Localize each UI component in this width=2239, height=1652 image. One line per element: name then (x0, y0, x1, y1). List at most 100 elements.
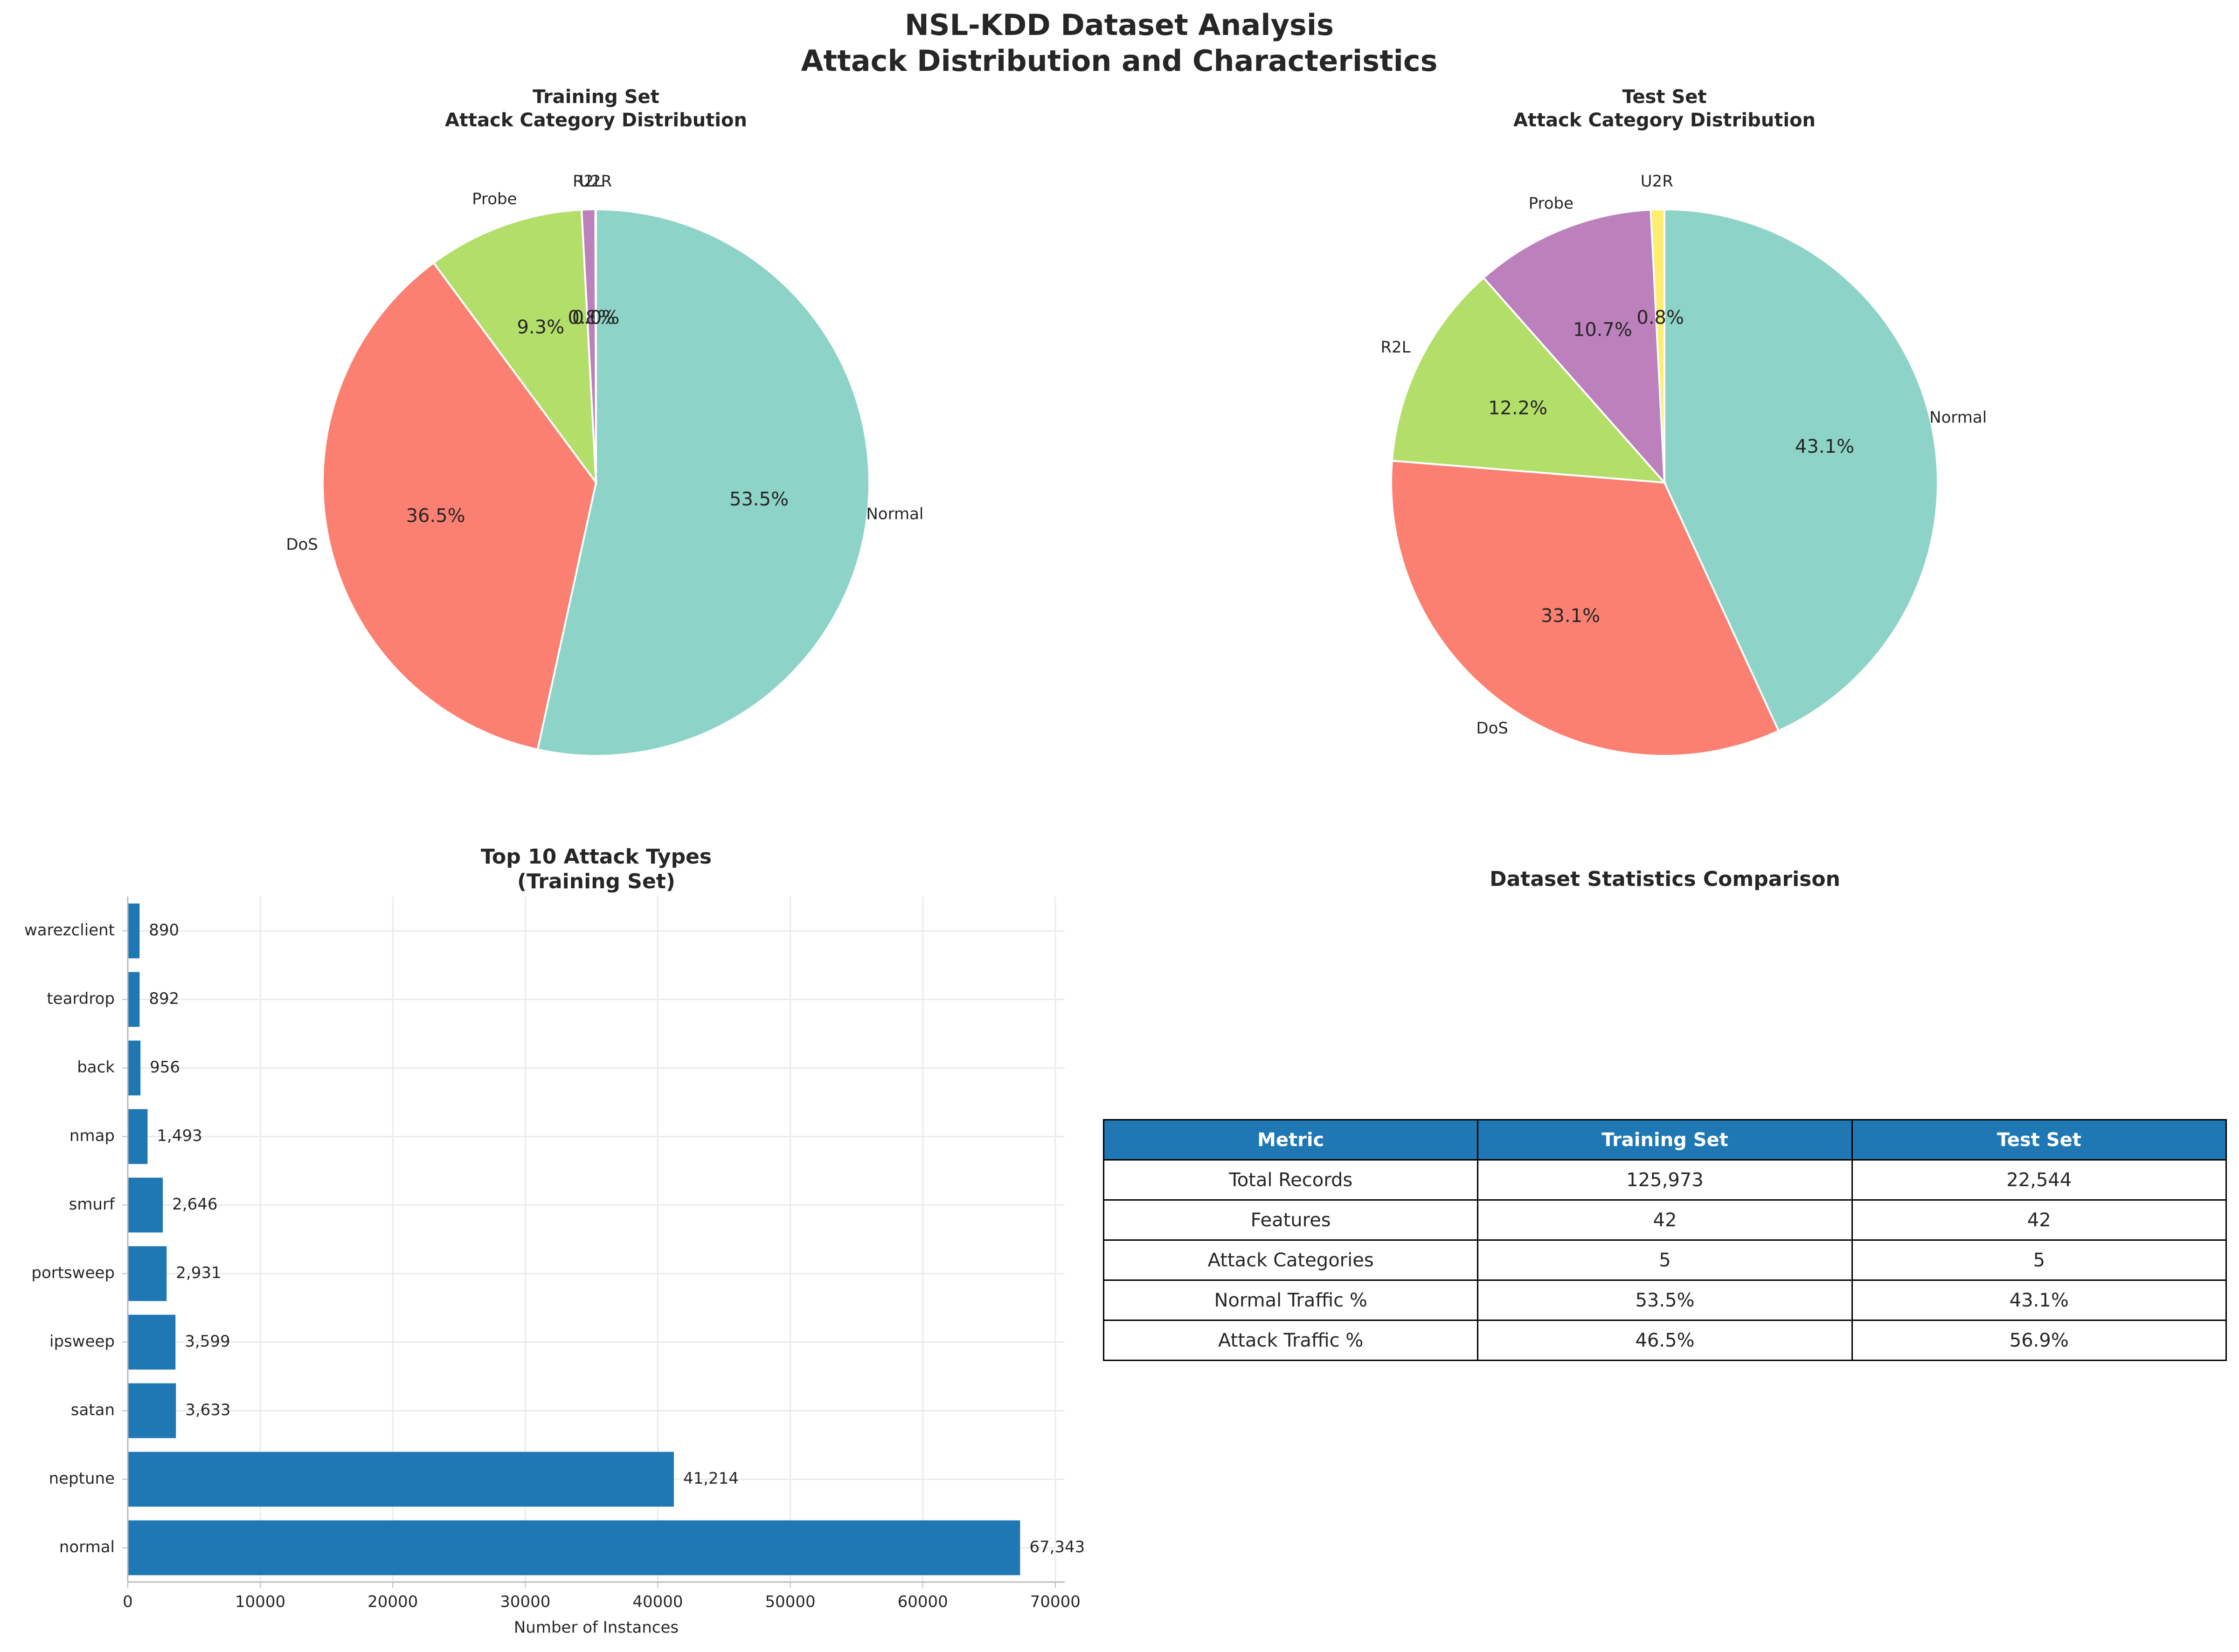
pie-slice-label: DoS (1476, 719, 1508, 738)
pie-slice (322, 261, 597, 751)
y-tick-label: satan (71, 1401, 115, 1419)
y-tick-label: neptune (49, 1469, 115, 1488)
pie-slice-label: DoS (286, 535, 318, 554)
bar (128, 1520, 1020, 1576)
bar-value-label: 890 (149, 921, 179, 940)
pie-slice-label: Normal (1929, 408, 1987, 427)
table-cell: 46.5% (1477, 1320, 1853, 1361)
pie-slice-label: Probe (472, 190, 517, 208)
pie-percent-label: 33.1% (1541, 605, 1600, 627)
pie-percent-label: 9.3% (517, 317, 564, 338)
y-tick-label: nmap (69, 1127, 115, 1145)
table-cell: 125,973 (1477, 1159, 1853, 1201)
attack-types-bar-chart: Top 10 Attack Types(Training Set) 67,343 n… (24, 845, 1085, 1637)
pie-percent-label: 0.8% (1636, 307, 1684, 329)
pie-slice-label: R2L (573, 172, 603, 191)
bar (128, 1314, 176, 1370)
table-row: Total Records 125,973 22,544 (1102, 1159, 2227, 1201)
table-header-cell: Training Set (1477, 1119, 1853, 1161)
bar-value-label: 3,599 (185, 1332, 230, 1351)
pie-slice (1664, 208, 1939, 733)
bar-value-label: 956 (150, 1058, 180, 1077)
pie-title-line-1: Test Set (1622, 86, 1706, 108)
x-axis-label: Number of Instances (514, 1618, 679, 1637)
bar (128, 903, 140, 959)
table-title: Dataset Statistics Comparison (1490, 867, 1840, 891)
y-tick-label: portsweep (31, 1264, 115, 1282)
y-tick-label: back (77, 1058, 115, 1077)
table-cell: Normal Traffic % (1102, 1279, 1479, 1321)
table-cell: Attack Categories (1102, 1239, 1479, 1281)
y-tick-label: ipsweep (49, 1332, 115, 1351)
bar-value-label: 1,493 (157, 1127, 202, 1145)
bar-value-label: 3,633 (185, 1401, 230, 1419)
bar-chart-title-line-2: (Training Set) (517, 870, 675, 893)
bar-chart-title-line-1: Top 10 Attack Types (481, 845, 712, 869)
table-row: Normal Traffic % 53.5% 43.1% (1102, 1279, 2227, 1321)
bar-value-label: 2,931 (176, 1264, 221, 1282)
pie-percent-label: 0.0% (572, 307, 620, 328)
pie-slice (1390, 459, 1780, 757)
suptitle-line-2: Attack Distribution and Characteristics (801, 44, 1437, 78)
table-header-row: Metric Training Set Test Set (1102, 1119, 2227, 1161)
table-cell: 42 (1477, 1199, 1853, 1241)
pie-slice (1391, 276, 1667, 484)
table-cell: 42 (1851, 1199, 2227, 1241)
table-cell: Features (1102, 1199, 1479, 1241)
y-tick-label: teardrop (47, 989, 115, 1008)
dataset-statistics-table: Metric Training Set Test Set Total Recor… (1102, 1119, 2227, 1361)
x-tick-label: 40000 (632, 1593, 683, 1611)
bar-value-label: 41,214 (683, 1469, 739, 1488)
pie-percent-label: 12.2% (1488, 398, 1547, 419)
pie-slice-label: U2R (579, 172, 612, 191)
table-header-cell: Metric (1102, 1119, 1479, 1161)
y-tick-label: warezclient (24, 921, 115, 940)
pie-percent-label: 10.7% (1573, 319, 1632, 340)
pie-percent-label: 36.5% (406, 505, 465, 526)
table-cell: 22,544 (1851, 1159, 2227, 1201)
bar (128, 1109, 148, 1164)
bar-value-label: 67,343 (1029, 1538, 1085, 1556)
pie-slice (432, 208, 597, 486)
x-tick-label: 10000 (235, 1593, 285, 1611)
pie-percent-label: 0.8% (568, 307, 615, 329)
pie-slice-label: R2L (1380, 338, 1410, 357)
pie-slice-label: Normal (866, 505, 923, 524)
x-tick-label: 20000 (367, 1593, 418, 1611)
x-tick-label: 60000 (898, 1593, 948, 1611)
suptitle-line-1: NSL-KDD Dataset Analysis (905, 8, 1334, 42)
bar (128, 1177, 163, 1233)
pie-slice (1482, 208, 1666, 485)
bar (128, 1383, 176, 1438)
bar-value-label: 2,646 (172, 1195, 217, 1214)
pie-title-line-2: Attack Category Distribution (445, 110, 747, 131)
pie-slice-label: U2R (1641, 172, 1673, 191)
x-tick-label: 70000 (1030, 1593, 1081, 1611)
bar (128, 1246, 167, 1301)
table-row: Attack Categories 5 5 (1102, 1239, 2227, 1281)
bar (128, 1452, 674, 1507)
table-cell: 53.5% (1477, 1279, 1853, 1321)
y-tick-label: normal (59, 1538, 115, 1556)
bar (128, 972, 140, 1027)
table-cell: Attack Traffic % (1102, 1320, 1479, 1361)
table-header-cell: Test Set (1851, 1119, 2227, 1161)
table-row: Features 42 42 (1102, 1199, 2227, 1241)
bar (128, 1040, 141, 1096)
table-row: Attack Traffic % 46.5% 56.9% (1102, 1320, 2227, 1361)
pie-percent-label: 43.1% (1795, 436, 1854, 457)
table-cell: 56.9% (1851, 1320, 2227, 1361)
pie-slice-label: Probe (1529, 194, 1574, 213)
bar-value-label: 892 (149, 989, 179, 1008)
table-cell: 5 (1477, 1239, 1853, 1281)
pie-title-line-2: Attack Category Distribution (1513, 110, 1816, 131)
table-cell: 43.1% (1851, 1279, 2227, 1321)
pie-percent-label: 53.5% (729, 489, 789, 510)
x-tick-label: 0 (123, 1593, 133, 1611)
pie-title-line-1: Training Set (533, 86, 659, 108)
x-tick-label: 50000 (765, 1593, 816, 1611)
table-cell: 5 (1851, 1239, 2227, 1281)
